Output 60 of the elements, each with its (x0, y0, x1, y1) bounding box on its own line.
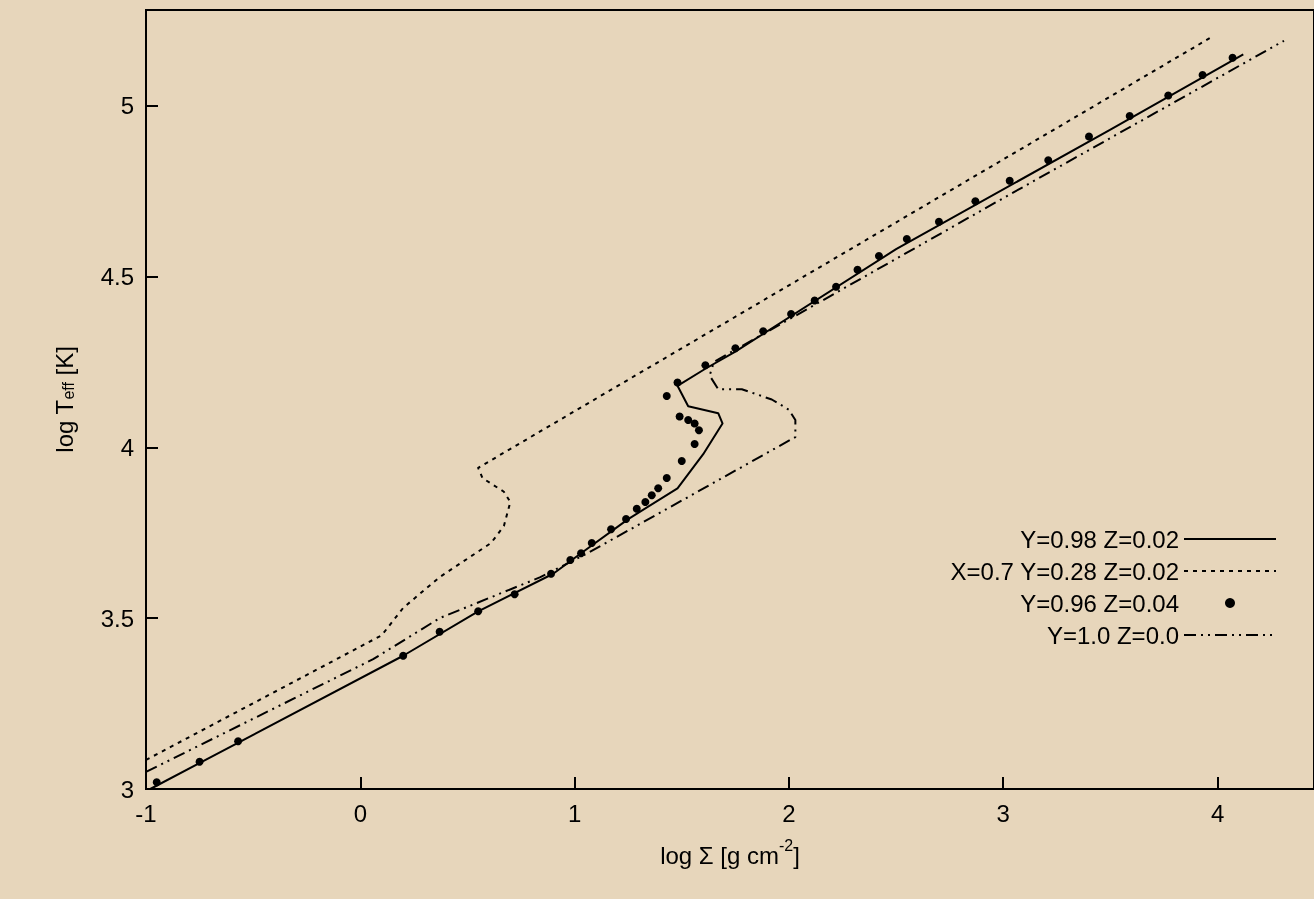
point (810, 296, 819, 305)
point (832, 282, 841, 291)
point (902, 234, 911, 243)
point (662, 474, 671, 483)
point (934, 217, 943, 226)
point (234, 737, 243, 746)
point (1198, 70, 1207, 79)
y-axis-title: log Teff [K] (50, 346, 78, 453)
point (399, 651, 408, 660)
point (971, 197, 980, 206)
legend-label: Y=1.0 Z=0.0 (1046, 621, 1179, 649)
point (547, 569, 556, 578)
y-tick-label: 3.5 (100, 604, 134, 632)
point (474, 607, 483, 616)
point (1228, 53, 1237, 62)
point (690, 419, 699, 428)
point (701, 361, 710, 370)
point (787, 310, 796, 319)
point (1005, 176, 1014, 185)
point (690, 439, 699, 448)
point (675, 412, 684, 421)
point (641, 498, 650, 506)
point (694, 426, 703, 435)
x-tick-label: -1 (135, 799, 157, 827)
x-tick-label: 3 (996, 799, 1010, 827)
point (759, 327, 768, 336)
y-tick-label: 4 (120, 433, 134, 461)
x-tick-label: 2 (782, 799, 796, 827)
point (622, 515, 631, 524)
point (1125, 111, 1134, 120)
y-tick-label: 5 (120, 92, 134, 120)
point (684, 416, 693, 424)
point (673, 378, 682, 387)
point (577, 549, 586, 558)
point (677, 457, 686, 465)
point (587, 539, 596, 547)
point (731, 344, 740, 353)
legend-label: Y=0.96 Z=0.04 (1020, 589, 1179, 617)
point (654, 484, 663, 493)
x-tick-label: 0 (353, 799, 367, 827)
point (510, 590, 519, 599)
y-tick-label: 4.5 (100, 263, 134, 290)
point (1044, 156, 1053, 165)
point (662, 392, 671, 401)
point (195, 757, 204, 766)
point (607, 525, 616, 534)
point (435, 627, 444, 636)
x-tick-label: 4 (1210, 799, 1225, 827)
x-tick-label: 1 (567, 799, 582, 827)
y-tick-label: 3 (120, 775, 134, 803)
point (874, 252, 883, 260)
point (566, 556, 575, 565)
legend-label: X=0.7 Y=0.28 Z=0.02 (950, 557, 1179, 585)
point (1164, 91, 1173, 100)
point (152, 778, 161, 787)
point (632, 504, 641, 513)
point (1084, 132, 1093, 141)
point (853, 265, 862, 274)
legend-label: Y=0.98 Z=0.02 (1020, 525, 1179, 553)
point (647, 491, 656, 500)
